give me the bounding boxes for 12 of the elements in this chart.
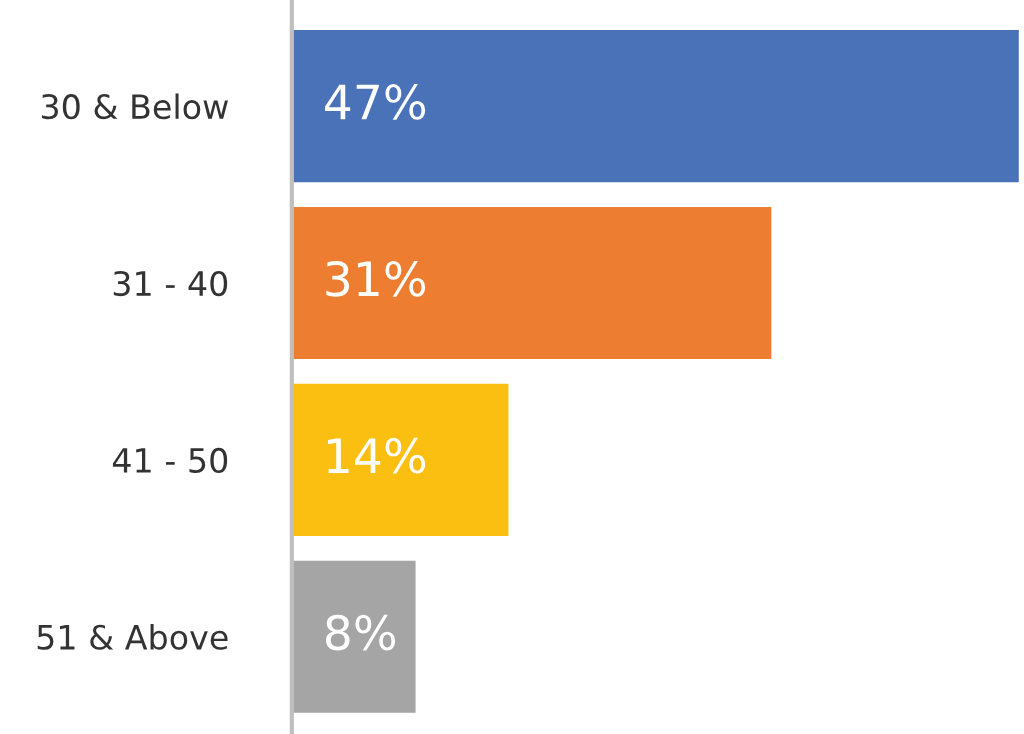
bar [291, 30, 1019, 183]
bar [291, 206, 772, 360]
bar [291, 383, 509, 536]
bar [291, 560, 416, 713]
y-tick-label: 30 & Below [41, 93, 228, 120]
data-label: 8% [325, 614, 396, 651]
data-label: 47% [325, 84, 426, 120]
y-tick-label: 41 - 50 [112, 447, 228, 473]
y-tick-label: 31 - 40 [113, 270, 228, 297]
data-label: 14% [327, 437, 426, 474]
data-label: 31% [326, 260, 426, 297]
y-tick-label: 51 & Above [37, 624, 228, 650]
